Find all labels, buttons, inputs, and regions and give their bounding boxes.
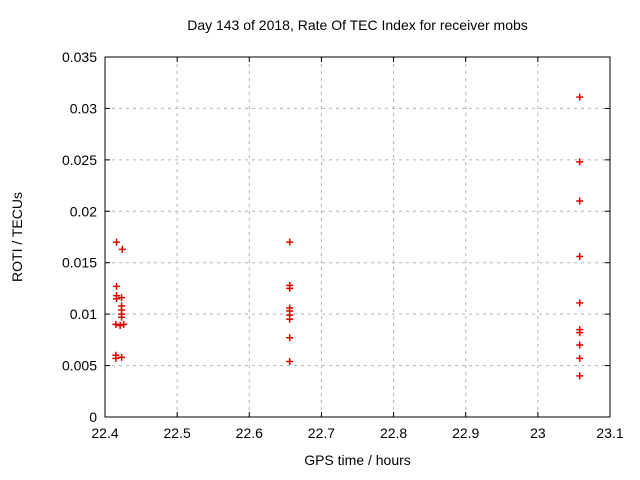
y-tick-label: 0.03 bbox=[70, 100, 97, 116]
x-tick-label: 22.7 bbox=[308, 425, 335, 441]
data-point-marker bbox=[576, 253, 584, 261]
y-tick-label: 0.035 bbox=[62, 49, 97, 65]
data-point-marker bbox=[286, 334, 294, 342]
x-tick-label: 22.9 bbox=[452, 425, 479, 441]
y-tick-label: 0.025 bbox=[62, 152, 97, 168]
data-point-marker bbox=[113, 282, 121, 290]
data-point-marker bbox=[576, 329, 584, 337]
x-tick-label: 22.8 bbox=[380, 425, 407, 441]
data-point-marker bbox=[576, 372, 584, 380]
y-tick-label: 0.01 bbox=[70, 306, 97, 322]
data-point-marker bbox=[120, 320, 128, 328]
data-point-marker bbox=[112, 354, 120, 362]
data-point-marker bbox=[576, 158, 584, 166]
chart-title: Day 143 of 2018, Rate Of TEC Index for r… bbox=[187, 17, 528, 33]
data-point-marker bbox=[576, 354, 584, 362]
data-point-marker bbox=[118, 313, 126, 321]
y-tick-label: 0.02 bbox=[70, 203, 97, 219]
x-tick-label: 22.5 bbox=[164, 425, 191, 441]
data-point-marker bbox=[116, 321, 124, 329]
y-tick-label: 0 bbox=[89, 409, 97, 425]
data-point-marker bbox=[112, 320, 120, 328]
x-tick-label: 23 bbox=[530, 425, 546, 441]
data-point-marker bbox=[286, 238, 294, 246]
x-tick-label: 23.1 bbox=[596, 425, 623, 441]
data-point-marker bbox=[118, 294, 126, 302]
data-point-marker bbox=[576, 93, 584, 101]
y-tick-label: 0.015 bbox=[62, 255, 97, 271]
data-point-marker bbox=[118, 353, 126, 361]
data-point-marker bbox=[576, 341, 584, 349]
data-point-marker bbox=[286, 357, 294, 365]
plot-border bbox=[104, 56, 611, 418]
data-point-marker bbox=[113, 295, 121, 303]
x-tick-label: 22.4 bbox=[91, 425, 118, 441]
y-tick-label: 0.005 bbox=[62, 358, 97, 374]
x-tick-label: 22.6 bbox=[236, 425, 263, 441]
data-point-marker bbox=[286, 284, 294, 292]
x-axis-label: GPS time / hours bbox=[304, 452, 411, 468]
data-point-marker bbox=[113, 238, 121, 246]
data-point-marker bbox=[118, 245, 126, 253]
data-point-marker bbox=[576, 299, 584, 307]
data-point-marker bbox=[576, 197, 584, 205]
data-point-marker bbox=[286, 315, 294, 323]
